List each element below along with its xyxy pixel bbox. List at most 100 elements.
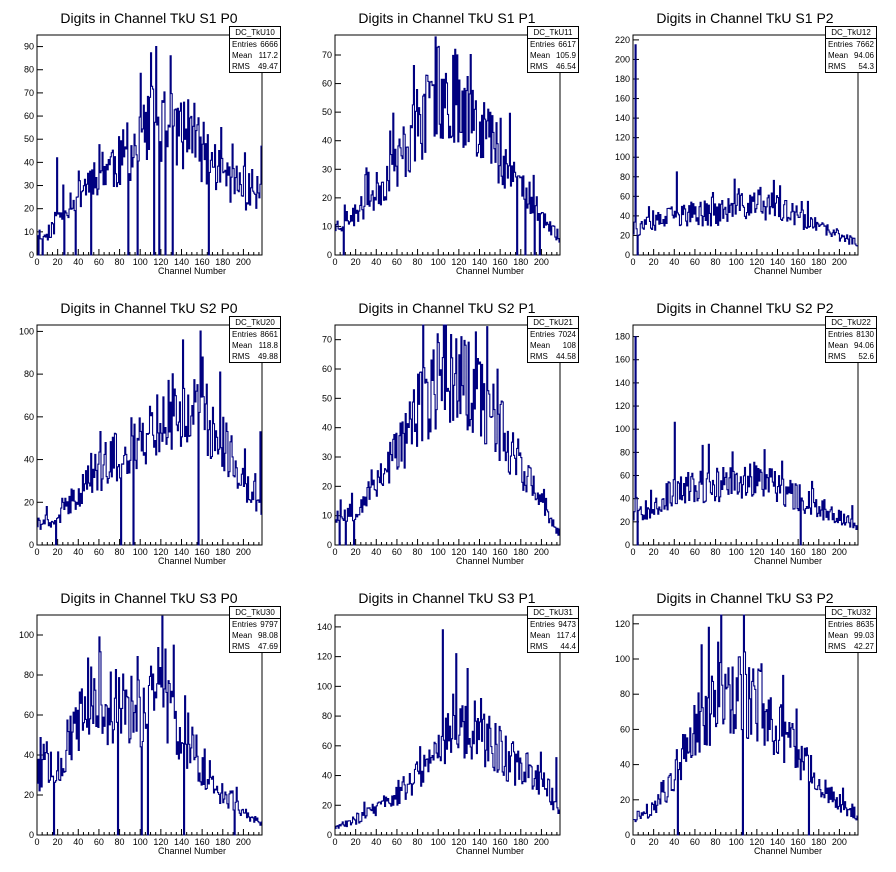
x-tick-label: 80 bbox=[413, 547, 423, 557]
x-axis-label: Channel Number bbox=[456, 846, 524, 856]
y-tick-label: 140 bbox=[615, 113, 630, 123]
chart-title: Digits in Channel TkU S3 P2 bbox=[656, 590, 834, 606]
stats-mean-label: Mean bbox=[232, 631, 253, 640]
x-tick-label: 60 bbox=[690, 837, 700, 847]
x-tick-label: 80 bbox=[115, 257, 125, 267]
x-axis-label: Channel Number bbox=[754, 846, 822, 856]
y-tick-label: 20 bbox=[620, 517, 630, 527]
x-tick-label: 0 bbox=[332, 837, 337, 847]
y-tick-label: 0 bbox=[29, 250, 34, 260]
histogram-series bbox=[37, 615, 262, 836]
histogram-series bbox=[335, 324, 560, 546]
x-tick-label: 100 bbox=[729, 257, 744, 267]
x-tick-label: 100 bbox=[133, 257, 148, 267]
y-tick-label: 40 bbox=[322, 423, 332, 433]
stats-mean-row: Mean 105.9 bbox=[528, 50, 578, 61]
stats-rms-value: 44.58 bbox=[555, 352, 576, 361]
y-tick-label: 40 bbox=[24, 750, 34, 760]
stats-entries-label: Entries bbox=[530, 620, 555, 629]
x-tick-label: 160 bbox=[195, 837, 210, 847]
y-tick-label: 10 bbox=[322, 511, 332, 521]
y-tick-label: 60 bbox=[322, 364, 332, 374]
stats-entries-label: Entries bbox=[828, 330, 853, 339]
histogram-pad: Digits in Channel TkU S3 P2 0 20 40 60 80 100 1… bbox=[596, 580, 894, 870]
stats-rms-label: RMS bbox=[530, 642, 548, 651]
y-tick-label: 80 bbox=[620, 172, 630, 182]
x-tick-label: 180 bbox=[811, 547, 826, 557]
x-tick-label: 60 bbox=[690, 257, 700, 267]
stats-rms-row: RMS 46.54 bbox=[528, 61, 578, 72]
x-tick-label: 140 bbox=[472, 547, 487, 557]
stats-mean-row: Mean 94.06 bbox=[826, 50, 876, 61]
plot-frame bbox=[36, 614, 263, 836]
x-tick-label: 200 bbox=[832, 257, 847, 267]
histogram-pad: Digits in Channel TkU S3 P1 0 20 40 60 80 100 1… bbox=[298, 580, 596, 870]
stats-rms-value: 42.27 bbox=[853, 642, 874, 651]
x-tick-label: 160 bbox=[195, 257, 210, 267]
y-tick-label: 60 bbox=[24, 111, 34, 121]
x-tick-label: 180 bbox=[811, 257, 826, 267]
y-tick-label: 120 bbox=[615, 619, 630, 629]
stats-entries-row: Entries 8661 bbox=[230, 329, 280, 340]
x-tick-label: 120 bbox=[451, 837, 466, 847]
stats-entries-label: Entries bbox=[828, 40, 853, 49]
y-tick-label: 60 bbox=[620, 191, 630, 201]
x-tick-label: 120 bbox=[451, 257, 466, 267]
x-tick-label: 60 bbox=[392, 837, 402, 847]
histogram-plot: 0 20 40 60 80 100 120 140 160 180 200 0 10 20 30 40 50 60… bbox=[322, 34, 561, 276]
x-axis-label: Channel Number bbox=[456, 556, 524, 566]
histogram-series bbox=[335, 629, 560, 829]
stats-mean-label: Mean bbox=[828, 631, 849, 640]
x-tick-label: 180 bbox=[215, 837, 230, 847]
plot-frame bbox=[334, 324, 561, 546]
stats-mean-value: 105.9 bbox=[555, 51, 576, 60]
x-tick-label: 120 bbox=[153, 257, 168, 267]
stats-mean-value: 108 bbox=[562, 341, 576, 350]
x-tick-label: 80 bbox=[413, 837, 423, 847]
y-tick-label: 10 bbox=[322, 221, 332, 231]
stats-rms-label: RMS bbox=[828, 642, 846, 651]
x-tick-label: 20 bbox=[649, 547, 659, 557]
x-tick-label: 100 bbox=[729, 547, 744, 557]
plot-frame bbox=[36, 34, 263, 256]
y-tick-label: 90 bbox=[24, 42, 34, 52]
stats-mean-row: Mean 108 bbox=[528, 340, 578, 351]
y-tick-label: 20 bbox=[322, 481, 332, 491]
x-tick-label: 40 bbox=[73, 547, 83, 557]
plot-frame bbox=[334, 34, 561, 256]
x-tick-label: 0 bbox=[34, 547, 39, 557]
histogram-series bbox=[37, 46, 262, 256]
x-tick-label: 100 bbox=[729, 837, 744, 847]
x-axis-label: Channel Number bbox=[158, 556, 226, 566]
stats-mean-value: 98.08 bbox=[257, 631, 278, 640]
y-tick-label: 80 bbox=[24, 65, 34, 75]
y-tick-label: 20 bbox=[24, 790, 34, 800]
y-tick-label: 0 bbox=[327, 830, 332, 840]
histogram-plot: 0 20 40 60 80 100 120 140 160 180 200 0 10 20 30 40 50 60… bbox=[24, 34, 263, 276]
histogram-plot: 0 20 40 60 80 100 120 140 160 180 200 0 20 40 60 80 100 1… bbox=[615, 34, 859, 276]
x-tick-label: 100 bbox=[133, 837, 148, 847]
stats-rms-value: 47.69 bbox=[257, 642, 278, 651]
stats-rms-value: 49.47 bbox=[257, 62, 278, 71]
stats-box: DC_TkU31 Entries 9473 Mean 117.4 RMS 44.4 bbox=[527, 606, 579, 653]
stats-entries-value: 8661 bbox=[260, 330, 278, 339]
x-tick-label: 80 bbox=[115, 837, 125, 847]
chart-title: Digits in Channel TkU S1 P1 bbox=[358, 10, 536, 26]
y-tick-label: 70 bbox=[322, 50, 332, 60]
x-tick-label: 20 bbox=[53, 547, 63, 557]
x-tick-label: 200 bbox=[832, 547, 847, 557]
x-axis-label: Channel Number bbox=[754, 266, 822, 276]
stats-histogram-name: DC_TkU21 bbox=[528, 317, 578, 329]
x-tick-label: 140 bbox=[770, 257, 785, 267]
x-tick-label: 160 bbox=[791, 257, 806, 267]
x-tick-label: 140 bbox=[174, 547, 189, 557]
y-tick-label: 60 bbox=[322, 79, 332, 89]
histogram-series bbox=[633, 44, 858, 256]
y-tick-label: 60 bbox=[24, 710, 34, 720]
y-tick-label: 100 bbox=[317, 681, 332, 691]
x-tick-label: 200 bbox=[236, 837, 251, 847]
chart-title: Digits in Channel TkU S2 P2 bbox=[656, 300, 834, 316]
y-tick-label: 20 bbox=[620, 230, 630, 240]
stats-rms-label: RMS bbox=[232, 642, 250, 651]
stats-mean-value: 94.06 bbox=[853, 51, 874, 60]
